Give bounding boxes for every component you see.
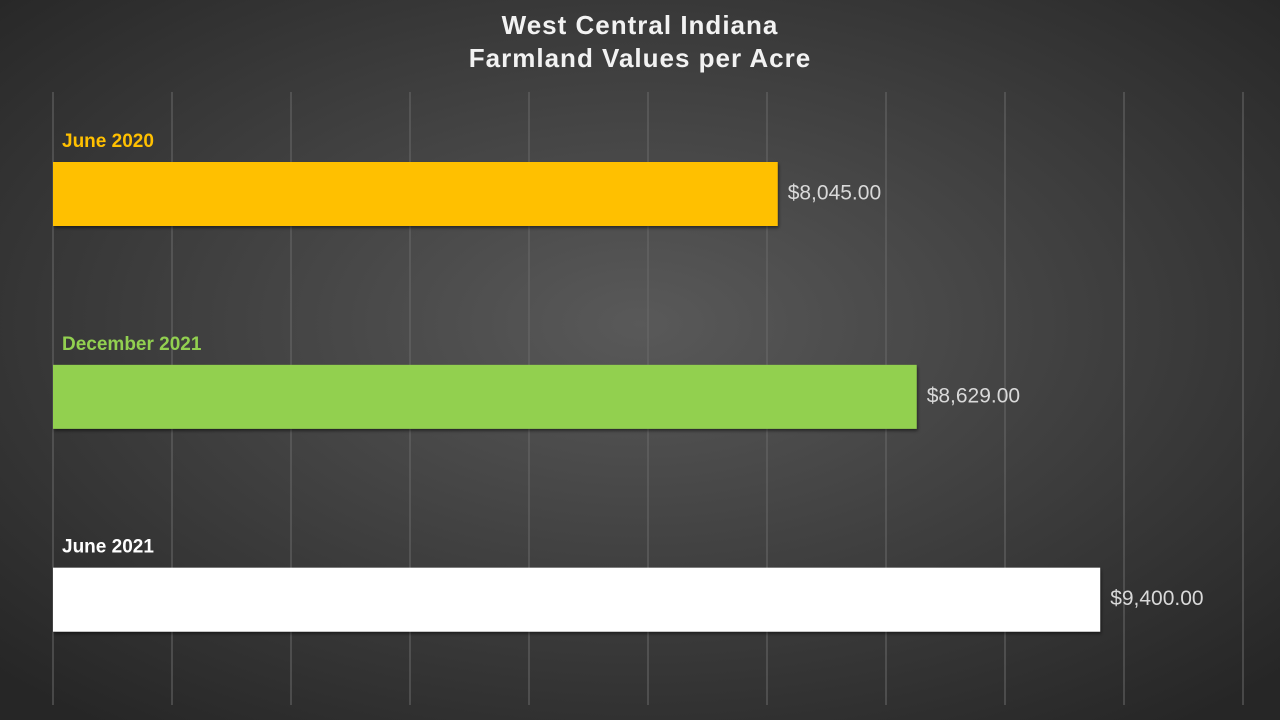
- bar: [53, 567, 1101, 632]
- chart-title: West Central Indiana: [502, 10, 779, 40]
- category-label: June 2021: [62, 537, 154, 558]
- value-label: $8,045.00: [788, 182, 881, 205]
- category-label: June 2020: [62, 131, 154, 152]
- bar: [53, 162, 778, 226]
- category-label: December 2021: [62, 334, 202, 355]
- chart-title: Farmland Values per Acre: [469, 43, 811, 73]
- value-label: $8,629.00: [927, 384, 1020, 407]
- value-label: $9,400.00: [1110, 587, 1203, 610]
- bar: [53, 364, 917, 429]
